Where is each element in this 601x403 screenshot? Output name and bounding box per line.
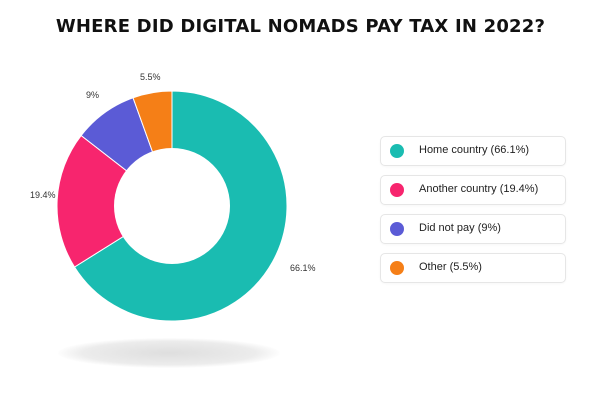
slice-label-did-not-pay: 9% [86,90,99,100]
chart-shadow [58,338,280,368]
legend-item-other: Other (5.5%) [380,253,566,283]
legend-label-did-not-pay: Did not pay (9%) [419,222,501,234]
legend-label-home-country: Home country (66.1%) [419,144,530,156]
legend-swatch-another-country [390,183,404,197]
legend: Home country (66.1%) Another country (19… [380,136,566,292]
slice-labels: 66.1% 19.4% 9% 5.5% [30,72,316,273]
legend-label-another-country: Another country (19.4%) [419,183,539,195]
donut-hole [114,148,230,264]
chart-title: WHERE DID DIGITAL NOMADS PAY TAX IN 2022… [55,16,546,37]
legend-item-another-country: Another country (19.4%) [380,175,566,205]
legend-swatch-home-country [390,144,404,158]
slice-label-another-country: 19.4% [30,190,56,200]
legend-swatch-other [390,261,404,275]
legend-item-did-not-pay: Did not pay (9%) [380,214,566,244]
legend-label-other: Other (5.5%) [419,261,482,273]
slice-label-other: 5.5% [140,72,161,82]
legend-swatch-did-not-pay [390,222,404,236]
slice-label-home-country: 66.1% [290,263,316,273]
legend-item-home-country: Home country (66.1%) [380,136,566,166]
